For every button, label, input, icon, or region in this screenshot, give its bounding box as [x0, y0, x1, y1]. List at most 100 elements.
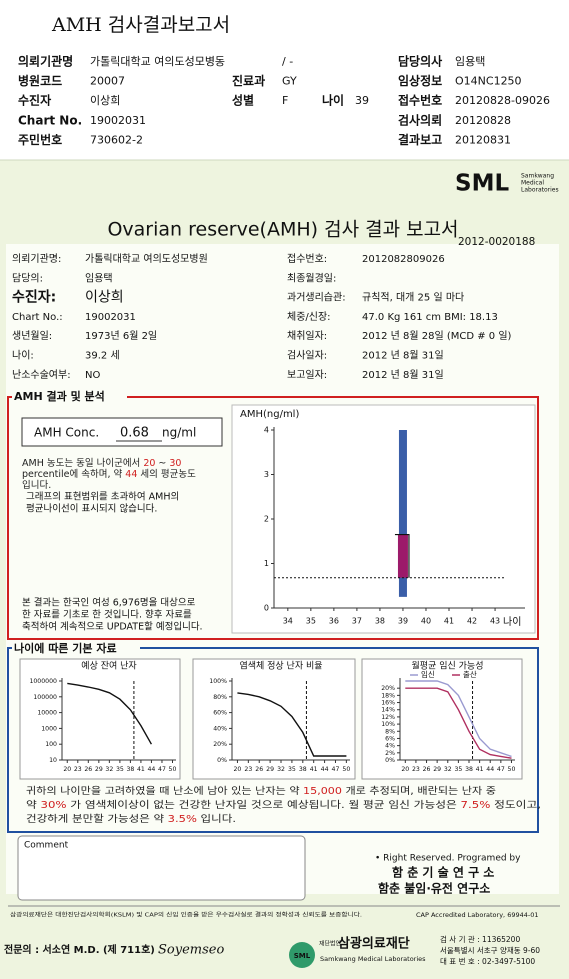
info-label: 과거생리습관: — [287, 292, 346, 304]
highlight: 30 — [169, 458, 181, 469]
info-value: 39.2 세 — [85, 350, 120, 362]
x-tick-label: 41 — [444, 617, 454, 626]
x-tick-label: 50 — [169, 766, 177, 773]
x-tick-label: 41 — [476, 766, 484, 773]
info-value: 2012 년 8월 31일 — [362, 369, 444, 381]
x-tick-label: 38 — [465, 766, 473, 773]
x-tick-label: 43 — [490, 617, 500, 626]
y-tick-label: 60% — [213, 710, 227, 717]
x-tick-label: 35 — [306, 617, 316, 626]
x-tick-label: 32 — [277, 766, 285, 773]
field-value: 730602-2 — [90, 133, 143, 146]
info-value: 2012082809026 — [362, 254, 445, 265]
lab-name: 함 춘 기 술 연 구 소 — [392, 865, 494, 880]
info-value: NO — [85, 370, 100, 381]
range-bar — [398, 430, 407, 597]
info-value: 19002031 — [85, 312, 136, 323]
info-label: 생년월일: — [12, 330, 52, 342]
y-tick-label: 10 — [49, 757, 57, 764]
y-tick-label: 4 — [264, 426, 269, 435]
y-tick-label: 6% — [385, 735, 395, 742]
highlight: 30% — [41, 800, 67, 811]
info-value: 가톨릭대학교 여의도성모병원 — [85, 253, 208, 265]
x-tick-label: 29 — [95, 766, 103, 773]
section-title-bg — [12, 643, 140, 656]
x-tick-label: 29 — [266, 766, 274, 773]
info-label: 체중/신장: — [287, 311, 331, 323]
x-tick-label: 26 — [255, 766, 263, 773]
info-label: 나이: — [12, 350, 34, 362]
field-value: 19002031 — [90, 114, 146, 127]
text-segment: 입니다. — [22, 479, 51, 491]
text-segment: 개로 추정되며, 배란되는 난자 중 — [345, 785, 496, 797]
y-tick-label: 100% — [209, 678, 227, 685]
info-value: 1973년 6월 2일 — [85, 330, 157, 342]
text-segment: ~ — [158, 458, 166, 469]
text-segment: 귀하의 나이만을 고려하였을 때 난소에 남아 있는 난자는 약 — [26, 785, 300, 797]
x-tick-label: 23 — [244, 766, 252, 773]
field-value: 20120828 — [455, 114, 511, 127]
field-value: F — [282, 94, 288, 107]
text-segment: percentile에 속하며, 약 — [22, 468, 123, 480]
info-value: 임용택 — [85, 271, 113, 284]
legend-label: 출산 — [463, 669, 477, 679]
comment-label: Comment — [24, 841, 69, 851]
series-line — [405, 687, 512, 759]
basics-box — [7, 647, 539, 833]
text-segment: 입니다. — [201, 813, 236, 825]
info-label: 수진자: — [12, 289, 56, 306]
y-tick-label: 20% — [213, 741, 227, 748]
x-tick-label: 35 — [454, 766, 462, 773]
rights: • Right Reserved. Programed by — [375, 854, 521, 864]
x-tick-label: 23 — [412, 766, 420, 773]
section-title: 나이에 따른 기본 자료 — [14, 641, 117, 655]
source-note: 본 결과는 한국인 여성 6,976명을 대상으로 — [22, 597, 196, 609]
field-label: 수진자 — [18, 93, 51, 108]
field-value: 39 — [355, 94, 369, 107]
x-tick-label: 44 — [148, 766, 156, 773]
x-tick-label: 44 — [486, 766, 494, 773]
field-label: 주민번호 — [18, 132, 62, 147]
logo: SML — [455, 171, 509, 197]
y-tick-label: 4% — [385, 743, 395, 750]
info-label: 보고일자: — [287, 369, 327, 381]
field-label: Chart No. — [18, 113, 82, 127]
x-tick-label: 26 — [423, 766, 431, 773]
y-tick-label: 1000000 — [29, 678, 57, 685]
y-tick-label: 10000 — [37, 710, 57, 717]
conc-unit: ng/ml — [162, 426, 196, 440]
x-tick-label: 34 — [283, 617, 293, 626]
org-en: Samkwang Medical Laboratories — [320, 955, 426, 963]
info-value: 규칙적, 대개 25 일 마다 — [362, 292, 464, 304]
contact: 대 표 번 호 : 02-3497-5100 — [440, 957, 535, 966]
note: 그래프의 표현범위를 초과하여 AMH의 — [26, 491, 179, 503]
contact: 검 사 기 관 : 11365200 — [440, 934, 520, 944]
comment-box — [17, 835, 306, 901]
field-value: 임용택 — [455, 55, 485, 68]
x-tick-label: 38 — [299, 766, 307, 773]
x-tick-label: 23 — [74, 766, 82, 773]
highlight: 44 — [125, 469, 137, 480]
field-label: 검사의뢰 — [398, 112, 442, 127]
info-value: 47.0 Kg 161 cm BMI: 18.13 — [362, 312, 498, 323]
page-title: AMH 검사결과보고서 — [51, 14, 230, 36]
x-tick-label: 41 — [310, 766, 318, 773]
field-value: 20120831 — [455, 133, 511, 146]
notice: 삼광의료재단은 대한진단검사의학회(KSLM) 및 CAP의 신입 인증을 받은… — [10, 911, 362, 919]
field-label: 나이 — [322, 93, 344, 108]
info-label: 의뢰기관명: — [12, 253, 61, 265]
x-tick-label: 50 — [508, 766, 516, 773]
logo-sub: Medical — [521, 180, 544, 187]
highlight: 20 — [143, 458, 155, 469]
x-tick-label: 32 — [444, 766, 452, 773]
field-value: 20120828-09026 — [455, 94, 550, 107]
chart-panel — [19, 658, 181, 780]
field-value: 가톨릭대학교 여의도성모병동 — [90, 55, 225, 68]
doctor: 전문의 : 서소연 M.D. (제 711호) — [4, 943, 155, 956]
x-axis-label: 나이 — [503, 616, 521, 628]
y-tick-label: 10% — [381, 721, 395, 728]
amh-chart-panel — [231, 404, 536, 634]
y-tick-label: 2 — [264, 515, 269, 524]
section-title: AMH 결과 및 분석 — [14, 389, 105, 403]
x-tick-label: 47 — [332, 766, 340, 773]
